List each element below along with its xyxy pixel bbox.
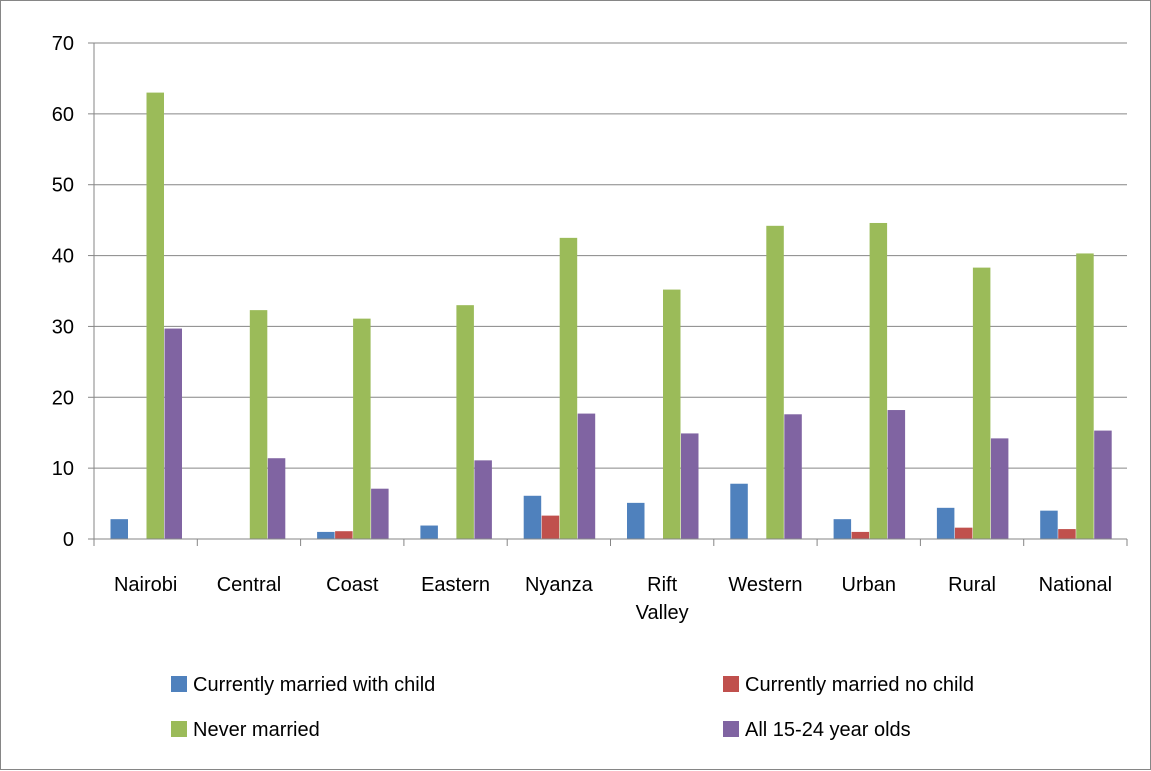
legend-swatch (171, 676, 187, 692)
bar (784, 414, 802, 539)
bar (353, 318, 371, 539)
bar (766, 225, 784, 539)
legend-label: All 15-24 year olds (745, 719, 911, 741)
bar (249, 310, 268, 539)
bar (541, 515, 560, 539)
bar (577, 413, 596, 539)
y-tick-label: 10 (52, 458, 74, 480)
y-tick-label: 50 (52, 175, 74, 197)
bar (146, 92, 164, 539)
y-tick-label: 70 (52, 33, 74, 55)
bar (1040, 510, 1058, 539)
bar (317, 531, 335, 539)
x-tick-label: Central (217, 574, 281, 596)
y-tick-label: 20 (52, 387, 74, 409)
bar (851, 531, 870, 539)
bar (523, 495, 542, 539)
y-tick-label: 0 (63, 529, 74, 551)
legend-item: All 15-24 year olds (723, 719, 911, 741)
bar (833, 519, 852, 539)
bar (267, 458, 286, 539)
x-tick-label: Nairobi (114, 574, 177, 596)
legend-item: Currently married with child (171, 674, 435, 696)
legend-item: Currently married no child (723, 674, 974, 696)
y-axis: 0 10 20 30 40 50 60 70 (52, 33, 95, 551)
x-tick-label: National (1039, 574, 1112, 596)
bar (420, 525, 438, 539)
legend-swatch (171, 721, 187, 737)
legend: Currently married with child Currently ma… (171, 674, 974, 741)
bar (627, 502, 645, 539)
bar (559, 237, 578, 539)
bar (954, 527, 973, 539)
bar (730, 483, 748, 539)
legend-label: Currently married with child (193, 674, 435, 696)
gridlines (94, 42, 1127, 469)
x-tick-label: Rift Valley (636, 574, 689, 624)
x-tick-label: Rural (948, 574, 996, 596)
x-tick-label: Coast (326, 574, 379, 596)
bar (474, 460, 492, 539)
x-tick-label: Urban (842, 574, 896, 596)
y-tick-label: 40 (52, 246, 74, 268)
bar (110, 519, 128, 539)
bar (456, 305, 474, 539)
bar (335, 531, 353, 539)
bar (371, 488, 389, 539)
legend-label: Never married (193, 719, 320, 741)
bars (110, 92, 1112, 539)
bar (869, 222, 888, 539)
x-tick-label: Western (728, 574, 802, 596)
bar (663, 289, 681, 539)
legend-swatch (723, 721, 739, 737)
bar (1076, 253, 1094, 539)
y-tick-label: 60 (52, 104, 74, 126)
bar (1094, 430, 1112, 539)
x-tick-label: Eastern (421, 574, 490, 596)
legend-label: Currently married no child (745, 674, 974, 696)
legend-item: Never married (171, 719, 320, 741)
legend-swatch (723, 676, 739, 692)
bar (1058, 529, 1076, 539)
y-tick-label: 30 (52, 316, 74, 338)
bar (936, 507, 955, 539)
bar (164, 328, 182, 539)
bar (990, 438, 1009, 539)
bar (972, 267, 991, 539)
bar (681, 433, 699, 539)
bar (887, 410, 906, 539)
x-tick-label: Nyanza (525, 574, 594, 596)
x-axis: Nairobi Central Coast Eastern Nyanza Rift Vall… (93, 538, 1128, 624)
